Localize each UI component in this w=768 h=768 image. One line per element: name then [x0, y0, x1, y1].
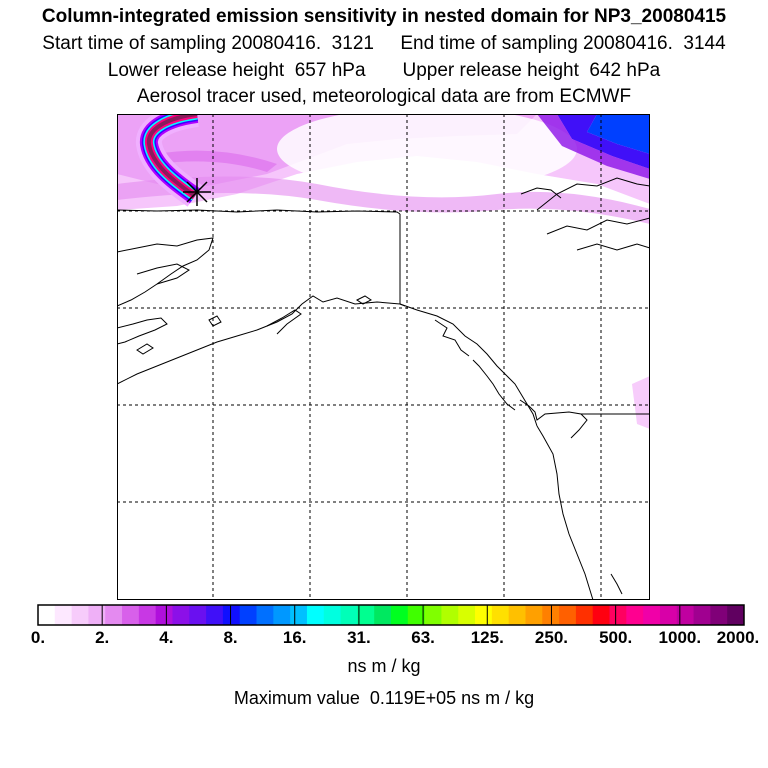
colorbar-tick-label: 16.: [282, 628, 307, 647]
colorbar-segment: [290, 605, 308, 625]
colorbar-segment: [676, 605, 695, 625]
colorbar-segment: [172, 605, 190, 625]
colorbar-segment: [659, 605, 678, 625]
colorbar-segment: [643, 605, 661, 625]
sensitivity-map: [117, 114, 650, 600]
colorbar-tick-label: 8.: [223, 628, 238, 647]
colorbar-segment: [71, 605, 89, 625]
colorbar-segment: [38, 605, 56, 625]
colorbar-tick-label: 0.: [30, 628, 46, 647]
graticule: [117, 114, 650, 600]
colorbar-segment: [407, 605, 426, 625]
colorbar-segment: [424, 605, 442, 625]
colorbar-segment: [727, 605, 745, 625]
colorbar-frame: [37, 604, 745, 626]
colorbar-segment: [475, 605, 493, 625]
colorbar-segment: [222, 605, 241, 625]
colorbar-segment: [374, 605, 392, 625]
colorbar-segment: [693, 605, 711, 625]
colorbar-segment: [491, 605, 510, 625]
plot-title: Column-integrated emission sensitivity i…: [41, 6, 727, 27]
sensitivity-field: [117, 114, 650, 429]
colorbar-segment: [357, 605, 375, 625]
colorbar-segment: [138, 605, 157, 625]
release-height-line: Lower release height 657 hPa Upper relea…: [107, 60, 661, 81]
colorbar-segment: [508, 605, 526, 625]
colorbar-segment: [559, 605, 577, 625]
colorbar-segment: [206, 605, 224, 625]
colorbar-tick-label: 4.: [159, 628, 174, 647]
plume-band: [135, 114, 203, 207]
colorbar-segment: [391, 605, 409, 625]
colorbar-segment: [88, 605, 106, 625]
colorbar-segment: [340, 605, 358, 625]
sampling-time-line: Start time of sampling 20080416. 3121 En…: [42, 33, 726, 54]
colorbar-segment: [105, 605, 123, 625]
colorbar-segment: [239, 605, 258, 625]
colorbar-tick-label: 31.: [347, 628, 371, 647]
coastlines: [117, 177, 650, 600]
colorbar-segment: [710, 605, 728, 625]
colorbar-segment: [273, 605, 291, 625]
colorbar-segment: [542, 605, 560, 625]
colorbar-segment: [189, 605, 207, 625]
colorbar-tick-label: 500.: [599, 628, 633, 647]
colorbar-segment: [256, 605, 274, 625]
colorbar-tick-label: 2000.: [716, 628, 760, 647]
colorbar-segment: [122, 605, 140, 625]
colorbar-tick-label: 2.: [95, 628, 110, 647]
colorbar-segment: [441, 605, 459, 625]
colorbar: [37, 604, 745, 626]
tracer-info-line: Aerosol tracer used, meteorological data…: [136, 86, 632, 107]
colorbar-segment: [626, 605, 644, 625]
colorbar-segment: [155, 605, 173, 625]
colorbar-segment: [525, 605, 543, 625]
colorbar-units: ns m / kg: [347, 656, 421, 676]
colorbar-tick-label: 63.: [411, 628, 435, 647]
colorbar-segment: [575, 605, 594, 625]
asterisk-marker: [183, 178, 211, 206]
colorbar-tick-label: 1000.: [658, 628, 702, 647]
colorbar-segment: [609, 605, 627, 625]
colorbar-segment: [306, 605, 325, 625]
map-frame: [117, 114, 650, 600]
colorbar-segment: [54, 605, 73, 625]
colorbar-segment: [592, 605, 611, 625]
colorbar-tick-label: 250.: [534, 628, 568, 647]
colorbar-tick-label: 125.: [470, 628, 504, 647]
colorbar-segment: [323, 605, 342, 625]
colorbar-segment: [458, 605, 476, 625]
maximum-value-text: Maximum value 0.119E+05 ns m / kg: [233, 688, 535, 708]
